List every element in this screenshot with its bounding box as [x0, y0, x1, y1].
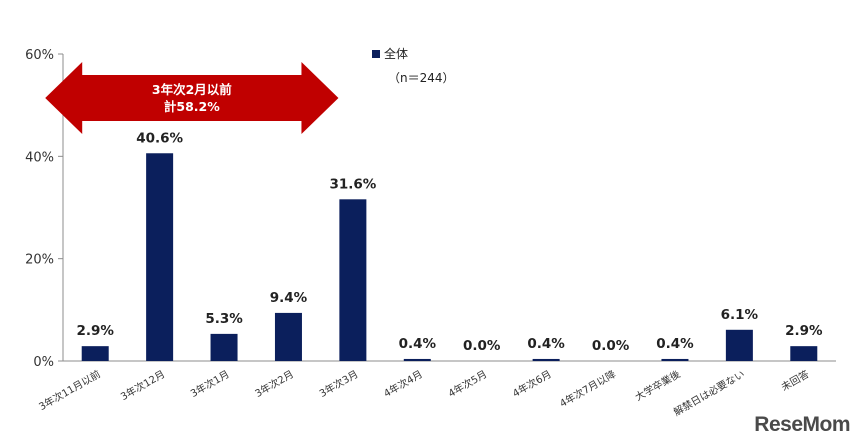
- y-tick-label: 40%: [25, 150, 54, 165]
- x-tick-label: 4年次5月: [446, 367, 490, 400]
- y-tick-label: 60%: [25, 48, 54, 63]
- data-label: 9.4%: [270, 290, 308, 306]
- data-label: 31.6%: [329, 176, 376, 192]
- data-label: 2.9%: [76, 323, 114, 339]
- data-label: 6.1%: [721, 307, 759, 323]
- x-tick-label: 3年次1月: [188, 367, 232, 400]
- bar-10: [661, 358, 689, 361]
- bar-4: [274, 312, 302, 361]
- data-label: 40.6%: [136, 130, 183, 146]
- x-tick-label: 3年次11月以前: [36, 367, 102, 413]
- x-tick-label: 3年次3月: [317, 367, 361, 400]
- x-tick-label: 解禁日は必要ない: [671, 367, 747, 418]
- bar-1: [81, 346, 109, 361]
- data-label: 0.0%: [592, 338, 630, 354]
- x-tick-label: 3年次2月: [252, 367, 296, 400]
- bar-6: [403, 358, 431, 361]
- legend-swatch: [372, 50, 380, 58]
- watermark-logo: ReseMom: [754, 413, 850, 436]
- data-label: 0.0%: [463, 338, 501, 354]
- bar-5: [339, 199, 367, 361]
- y-tick-label: 0%: [33, 355, 54, 370]
- data-label: 0.4%: [527, 336, 565, 352]
- bar-3: [210, 333, 238, 361]
- x-tick-label: 4年次7月以降: [557, 367, 618, 410]
- bar-12: [790, 346, 818, 361]
- bar-8: [532, 358, 560, 361]
- annotation-line-2: 計58.2%: [164, 99, 220, 114]
- legend-sample-size: （n＝244）: [388, 71, 455, 85]
- x-tick-label: 4年次6月: [510, 367, 554, 400]
- data-label: 0.4%: [399, 336, 437, 352]
- x-tick-label: 4年次4月: [381, 367, 425, 400]
- annotation-line-1: 3年次2月以前: [152, 82, 232, 97]
- data-label: 5.3%: [205, 311, 243, 327]
- data-label: 2.9%: [785, 323, 823, 339]
- bar-11: [725, 329, 753, 361]
- data-label: 0.4%: [656, 336, 694, 352]
- y-tick-label: 20%: [25, 253, 54, 268]
- legend-series-name: 全体: [384, 46, 408, 61]
- x-tick-label: 未回答: [779, 367, 811, 393]
- x-tick-label: 大学卒業後: [633, 367, 683, 403]
- annotation-arrow: [45, 62, 339, 134]
- bar-2: [146, 153, 174, 361]
- x-tick-label: 3年次12月: [118, 367, 167, 403]
